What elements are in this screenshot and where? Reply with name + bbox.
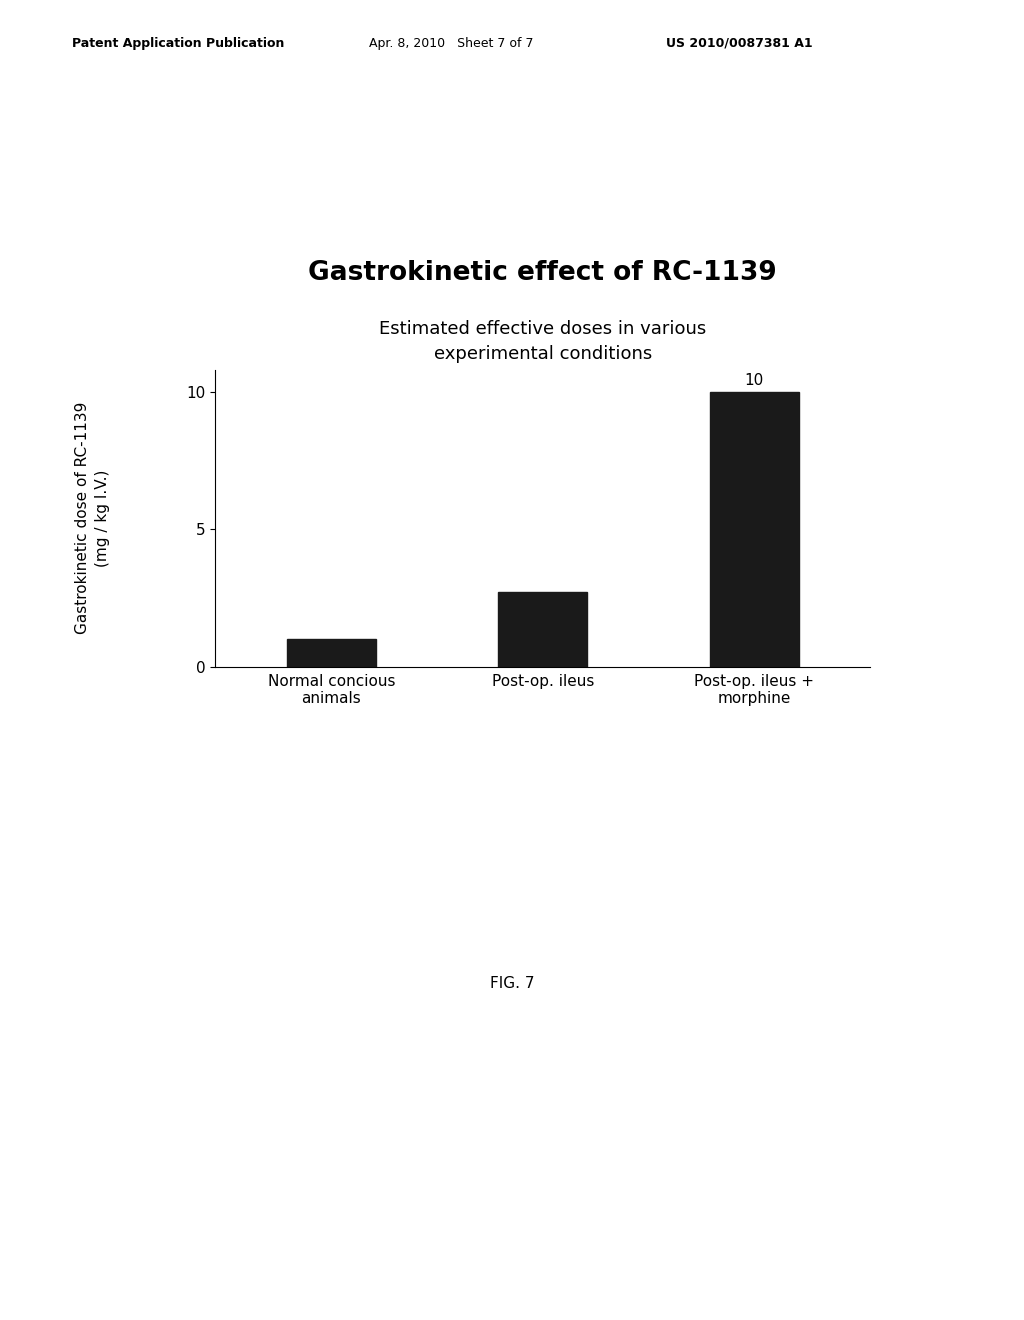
Bar	[499, 593, 587, 667]
Bar	[710, 392, 799, 667]
Text: US 2010/0087381 A1: US 2010/0087381 A1	[666, 37, 812, 50]
Text: 10: 10	[744, 374, 764, 388]
Text: Gastrokinetic effect of RC-1139: Gastrokinetic effect of RC-1139	[308, 260, 777, 286]
Text: Patent Application Publication: Patent Application Publication	[72, 37, 284, 50]
Text: FIG. 7: FIG. 7	[489, 975, 535, 991]
Text: Gastrokinetic dose of RC-1139
(mg / kg I.V.): Gastrokinetic dose of RC-1139 (mg / kg I…	[75, 401, 110, 635]
Text: Apr. 8, 2010   Sheet 7 of 7: Apr. 8, 2010 Sheet 7 of 7	[369, 37, 534, 50]
Text: Estimated effective doses in various
experimental conditions: Estimated effective doses in various exp…	[379, 319, 707, 363]
Bar	[287, 639, 376, 667]
